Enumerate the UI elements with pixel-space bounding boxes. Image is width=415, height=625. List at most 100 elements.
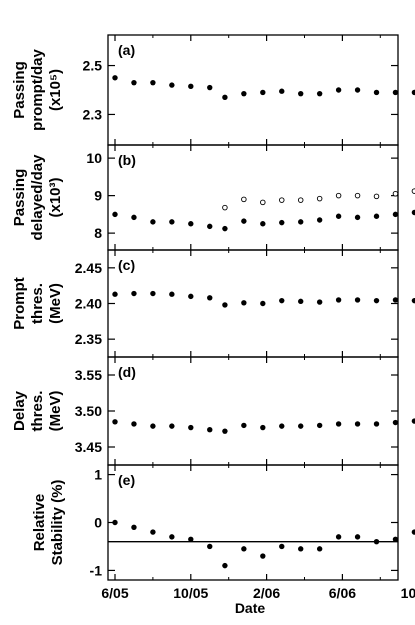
data-point <box>373 213 380 219</box>
data-point <box>150 529 156 535</box>
data-point <box>335 297 342 303</box>
data-point <box>373 421 380 427</box>
data-point <box>279 297 285 304</box>
panel-label: (e) <box>118 472 135 488</box>
data-point <box>112 291 118 297</box>
y-axis-label: Stability (%) <box>49 480 66 566</box>
data-point <box>169 423 175 429</box>
y-tick-label: 0 <box>94 515 102 531</box>
data-point <box>411 209 415 216</box>
panel-frame <box>107 464 399 581</box>
data-point <box>222 302 228 308</box>
panel-frame <box>107 356 399 466</box>
data-point <box>241 300 247 306</box>
data-point <box>279 423 285 429</box>
data-point <box>260 221 266 227</box>
data-point <box>316 299 323 305</box>
data-point <box>188 83 194 90</box>
data-point <box>222 225 228 232</box>
y-axis-label: Passing <box>11 169 28 227</box>
data-point <box>222 94 228 101</box>
data-point <box>112 75 118 81</box>
data-point <box>112 519 118 526</box>
x-tick-label: 6/06 <box>329 585 356 601</box>
data-point <box>392 211 399 218</box>
y-axis-label: (x10³) <box>47 177 64 217</box>
data-point <box>169 82 175 88</box>
y-tick-label: -1 <box>90 562 103 578</box>
data-point <box>169 291 175 297</box>
data-point <box>260 89 266 96</box>
data-point <box>392 419 399 426</box>
data-point <box>411 297 415 304</box>
data-point-open <box>297 197 304 203</box>
data-point <box>169 219 175 225</box>
data-point <box>298 423 304 429</box>
data-point <box>188 293 194 300</box>
data-point <box>354 87 361 93</box>
data-point <box>169 534 175 540</box>
data-point <box>207 223 213 230</box>
x-tick-label: 10/05 <box>173 585 208 601</box>
data-point <box>354 297 361 303</box>
data-point <box>131 79 137 86</box>
data-point-open <box>373 193 380 200</box>
data-point <box>131 524 137 530</box>
x-axis-title: Date <box>235 600 266 616</box>
data-point <box>279 543 285 550</box>
y-axis-label: thres. <box>29 391 46 432</box>
y-tick-label: 8 <box>94 225 102 241</box>
data-point <box>354 421 361 427</box>
data-point <box>150 79 156 86</box>
data-point <box>392 297 399 303</box>
y-axis-label: Prompt <box>11 277 28 330</box>
data-point-open <box>222 204 228 211</box>
data-point <box>260 424 266 431</box>
data-point <box>316 422 323 429</box>
data-point <box>316 90 323 97</box>
panel-label: (d) <box>118 364 136 380</box>
y-axis-label: (MeV) <box>47 283 64 324</box>
y-tick-label: 2.45 <box>75 260 102 276</box>
data-point <box>241 546 247 552</box>
x-tick-label: 6/05 <box>101 585 128 601</box>
y-axis-label: thres. <box>29 283 46 324</box>
y-axis-label: delayed/day <box>29 154 46 241</box>
y-axis-label: Passing <box>11 61 28 119</box>
data-point <box>131 290 137 297</box>
data-point-open <box>316 195 323 202</box>
data-point <box>373 89 380 96</box>
y-tick-label: 3.50 <box>75 403 102 419</box>
y-axis-label: Delay <box>11 390 28 431</box>
x-tick-label: 2/06 <box>253 585 280 601</box>
data-point <box>373 297 380 304</box>
y-tick-label: 2.3 <box>83 106 103 122</box>
data-point-open <box>335 192 342 199</box>
data-point <box>298 298 304 305</box>
data-point <box>316 217 323 223</box>
data-point <box>335 213 342 219</box>
y-axis-label: prompt/day <box>29 49 46 131</box>
data-point-open <box>354 192 361 199</box>
data-point <box>279 219 285 226</box>
data-point <box>241 422 247 429</box>
data-point <box>131 421 137 427</box>
y-axis-label: (MeV) <box>47 391 64 432</box>
panel-frame <box>107 144 399 251</box>
data-point <box>222 562 228 569</box>
y-tick-label: 1 <box>94 467 102 483</box>
data-point <box>392 536 399 542</box>
data-point <box>298 90 304 97</box>
data-point <box>207 295 213 301</box>
y-axis-label: Relative <box>31 494 48 552</box>
data-point-open <box>260 199 266 206</box>
data-point <box>298 546 304 552</box>
data-point <box>112 211 118 218</box>
data-point <box>298 219 304 225</box>
data-point <box>335 421 342 427</box>
y-tick-label: 2.35 <box>75 331 102 347</box>
data-point <box>373 538 380 545</box>
data-point <box>411 529 415 535</box>
panel-label: (a) <box>118 42 135 58</box>
